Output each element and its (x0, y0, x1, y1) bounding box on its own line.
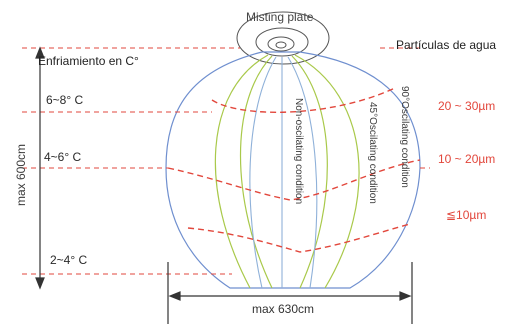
height-label: max 600cm (14, 143, 28, 206)
spray-outline-90 (165, 51, 421, 289)
particle-size-label: 20 ~ 30µm (438, 99, 496, 113)
temperature-zone-label: 4~6° C (44, 150, 82, 164)
width-dimension (167, 262, 413, 324)
oscillating-45-label: 45°Oscilating condition (367, 102, 378, 204)
oscillating-90-label: 90°Oscilating condition (399, 86, 410, 188)
non-oscillating-label: Non-oscilating condition (293, 98, 304, 205)
cooling-label: Enfriamiento en C° (38, 54, 139, 68)
height-dimension (35, 46, 45, 290)
temperature-boundaries (167, 87, 421, 253)
width-label: max 630cm (252, 302, 315, 316)
misting-plate-label: Misting plate (246, 10, 314, 24)
spray-curves-non-oscillating (249, 56, 318, 289)
particle-size-label: 10 ~ 20µm (438, 152, 496, 166)
temperature-zone-label: 2~4° C (50, 253, 88, 267)
particle-size-label: ≦10µm (446, 208, 487, 222)
particles-label: Partículas de agua (396, 38, 497, 52)
temperature-zone-label: 6~8° C (46, 93, 84, 107)
guide-lines (22, 47, 430, 275)
spray-curves-45 (214, 54, 360, 289)
misting-plate-icon (236, 11, 330, 65)
